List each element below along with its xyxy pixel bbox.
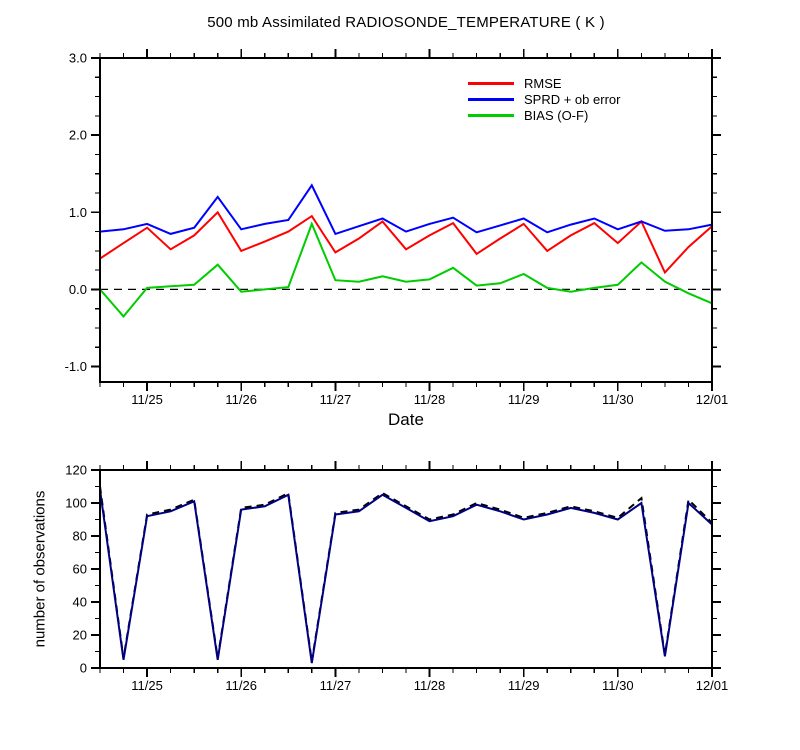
x-tick-label: 11/27 [320,392,352,407]
legend-item-sprd: SPRD + ob error [468,92,620,107]
legend-item-bias: BIAS (O-F) [468,108,620,123]
y-tick-label: 2.0 [69,128,87,143]
bottom-panel-chart: 11/25 11/26 11/27 11/28 11/29 11/30 12/01 0 20 40… [65,461,728,693]
top-panel-chart: 11/25 11/26 11/27 11/28 11/29 11/30 12/01 -1.0 0… [65,49,729,408]
x-tick-label: 12/01 [696,678,729,693]
y-tick-label: 0 [80,661,87,676]
x-tick-label: 11/30 [602,392,634,407]
series-line-rmse [99,210,713,275]
x-tick-label: 11/29 [508,678,540,693]
legend-label-sprd: SPRD + ob error [524,92,621,107]
x-tick-label: 11/25 [131,678,163,693]
legend-label-bias: BIAS (O-F) [524,108,589,123]
legend: RMSE SPRD + ob error BIAS (O-F) [468,76,620,123]
axis-ticks [91,461,721,677]
y-tick-label: 80 [73,529,87,544]
x-tick-label: 11/27 [320,678,352,693]
series-line-obs-dashed [99,486,713,662]
rmse-line-swatch [468,82,514,85]
y-tick-label: 60 [73,562,87,577]
x-tick-label: 11/25 [131,392,163,407]
y-tick-label: 40 [73,595,87,610]
x-tick-label: 11/29 [508,392,540,407]
x-tick-label: 11/30 [602,678,634,693]
axis-tick-labels: 11/25 11/26 11/27 11/28 11/29 11/30 12/01 0 20 40… [65,463,728,694]
x-axis-title: Date [388,410,424,429]
y-tick-label: 20 [73,628,87,643]
y-tick-label: -1.0 [65,359,87,374]
sprd-line-swatch [468,98,514,101]
legend-item-rmse: RMSE [468,76,620,91]
y-tick-label: 120 [65,463,87,478]
y-tick-label: 1.0 [69,205,87,220]
x-tick-label: 11/28 [414,392,446,407]
series-line-obs-solid [99,489,713,664]
x-tick-label: 11/26 [225,678,257,693]
bias-line-swatch [468,114,514,117]
x-tick-label: 11/28 [414,678,446,693]
plot-area: 11/25 11/26 11/27 11/28 11/29 11/30 12/01 -1.0 0… [65,49,729,408]
legend-label-rmse: RMSE [524,76,562,91]
axis-ticks [91,49,721,391]
axis-tick-labels: 11/25 11/26 11/27 11/28 11/29 11/30 12/01 -1.0 0… [65,51,729,408]
series-line-sprd-ob-error [99,183,713,236]
x-tick-label: 12/01 [696,392,729,407]
y-tick-label: 3.0 [69,51,87,66]
series-line-bias-o-f [99,221,713,318]
y-tick-label: 0.0 [69,282,87,297]
chart-title: 500 mb Assimilated RADIOSONDE_TEMPERATUR… [207,14,605,31]
plot-area: 11/25 11/26 11/27 11/28 11/29 11/30 12/01 0 20 40… [65,461,728,693]
y-tick-label: 100 [65,496,87,511]
x-tick-label: 11/26 [225,392,257,407]
